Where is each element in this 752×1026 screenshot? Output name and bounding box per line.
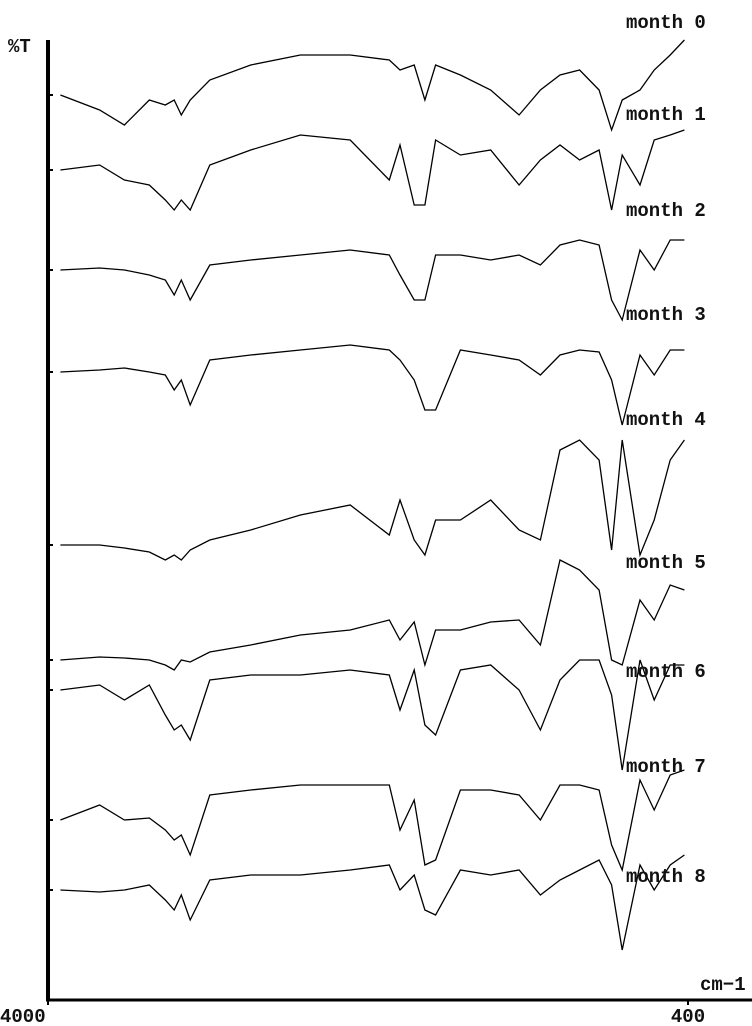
legend-label: month 8: [626, 866, 706, 888]
legend-label: month 4: [626, 409, 706, 431]
legend-label: month 2: [626, 200, 706, 222]
spectrum-line: [60, 659, 685, 771]
y-axis-label: %T: [8, 36, 31, 58]
spectrum-line: [60, 854, 685, 951]
spectrum-line: [60, 129, 685, 212]
spectrum-line: [60, 344, 685, 426]
spectrum-line: [60, 559, 685, 671]
legend-label: month 1: [626, 104, 706, 126]
legend-label: month 7: [626, 756, 706, 778]
spectrum-line: [60, 439, 685, 561]
spectrum-line: [60, 769, 685, 873]
x-tick-label: 400: [671, 1006, 705, 1026]
legend-label: month 0: [626, 12, 706, 34]
legend-label: month 5: [626, 552, 706, 574]
spectrum-line: [60, 239, 685, 322]
legend-label: month 3: [626, 304, 706, 326]
legend-label: month 6: [626, 661, 706, 683]
x-axis-label: cm−1: [700, 974, 746, 996]
spectrum-line: [60, 39, 685, 133]
x-tick-label: 4000: [0, 1006, 46, 1026]
